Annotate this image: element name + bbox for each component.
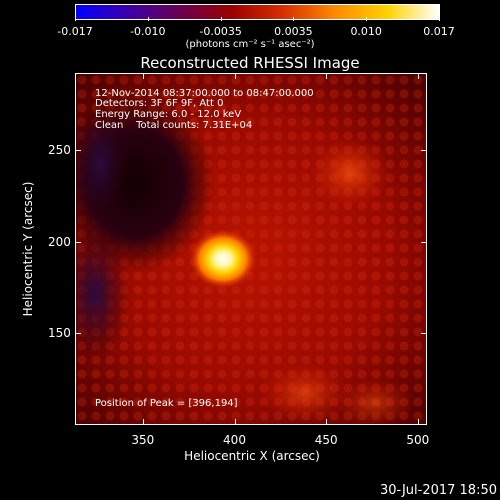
colorbar-tick-label: 0.017 (423, 25, 455, 38)
x-tick (417, 73, 419, 79)
colorbar-tick-label: 0.010 (350, 25, 382, 38)
y-tick-label: 150 (48, 326, 71, 341)
colorbar-tick (220, 17, 222, 21)
colorbar-tick (293, 17, 295, 21)
x-tick-label: 450 (314, 433, 338, 447)
y-tick-label: 200 (48, 234, 71, 249)
x-tick (142, 73, 144, 79)
y-axis-title: Heliocentric Y (arcsec) (21, 181, 35, 317)
colorbar-units: (photons cm⁻² s⁻¹ asec⁻²) (185, 39, 315, 50)
rhessi-image: 12-Nov-2014 08:37:00.000 to 08:47:00.000… (75, 73, 427, 425)
energy-range-text: Energy Range: 6.0 - 12.0 keV (95, 109, 242, 120)
colorbar (75, 4, 440, 20)
colorbar-tick (147, 17, 149, 21)
x-tick-label: 400 (223, 433, 246, 447)
x-tick (326, 73, 328, 79)
x-tick (142, 419, 144, 425)
colorbar-tick (75, 17, 76, 21)
x-tick (234, 73, 236, 79)
y-tick (421, 150, 427, 151)
time-range-text: 12-Nov-2014 08:37:00.000 to 08:47:00.000 (95, 88, 314, 99)
y-tick-label: 250 (48, 143, 71, 157)
y-tick (75, 333, 81, 335)
colorbar-tick-label: -0.0035 (199, 25, 242, 38)
x-tick (234, 419, 236, 425)
peak-position-text: Position of Peak = [396,194] (95, 398, 238, 409)
colorbar-tick (439, 17, 440, 21)
image-canvas (75, 73, 427, 425)
x-tick-label: 500 (406, 433, 430, 447)
colorbar-tick-label: -0.017 (57, 25, 93, 38)
detectors-text: Detectors: 3F 6F 9F, Att 0 (95, 98, 224, 109)
clean-counts-text: Clean Total counts: 7.31E+04 (95, 120, 253, 131)
date-stamp: 30-Jul-2017 18:50 (379, 483, 497, 498)
flare-source (189, 229, 257, 289)
x-tick (326, 419, 328, 425)
y-tick (75, 150, 81, 151)
colorbar-tick-label: 0.0035 (274, 25, 313, 38)
colorbar-tick (366, 17, 368, 21)
x-tick-label: 350 (131, 433, 155, 447)
x-axis-title: Heliocentric X (arcsec) (184, 449, 320, 463)
y-tick (421, 333, 427, 335)
colorbar-tick-label: -0.010 (130, 25, 166, 38)
x-tick (417, 419, 419, 425)
image-title: Reconstructed RHESSI Image (140, 54, 360, 72)
y-tick (75, 241, 81, 243)
y-tick (421, 241, 427, 243)
